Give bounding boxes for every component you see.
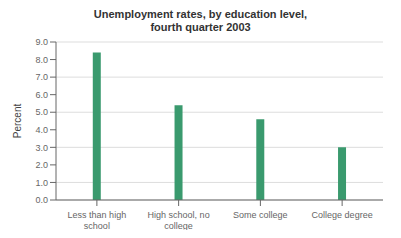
svg-text:7.0: 7.0	[35, 72, 48, 82]
svg-text:1.0: 1.0	[35, 178, 48, 188]
svg-text:Some college: Some college	[233, 210, 288, 220]
html-text:fourth quarter 2003: fourth quarter 2003	[150, 21, 251, 33]
svg-text:Less than highschool: Less than highschool	[68, 210, 127, 230]
svg-text:4.0: 4.0	[35, 125, 48, 135]
svg-text:3.0: 3.0	[35, 143, 48, 153]
svg-text:6.0: 6.0	[35, 90, 48, 100]
svg-text:Percent: Percent	[12, 104, 23, 139]
svg-text:0.0: 0.0	[35, 195, 48, 205]
svg-text:2.0: 2.0	[35, 160, 48, 170]
svg-text:5.0: 5.0	[35, 107, 48, 117]
svg-text:College degree: College degree	[312, 210, 373, 220]
svg-text:8.0: 8.0	[35, 55, 48, 65]
svg-text:9.0: 9.0	[35, 37, 48, 47]
svg-text:High school, nocollege: High school, nocollege	[148, 210, 210, 230]
html-text:Unemployment rates, by educati: Unemployment rates, by education level,	[93, 8, 308, 20]
